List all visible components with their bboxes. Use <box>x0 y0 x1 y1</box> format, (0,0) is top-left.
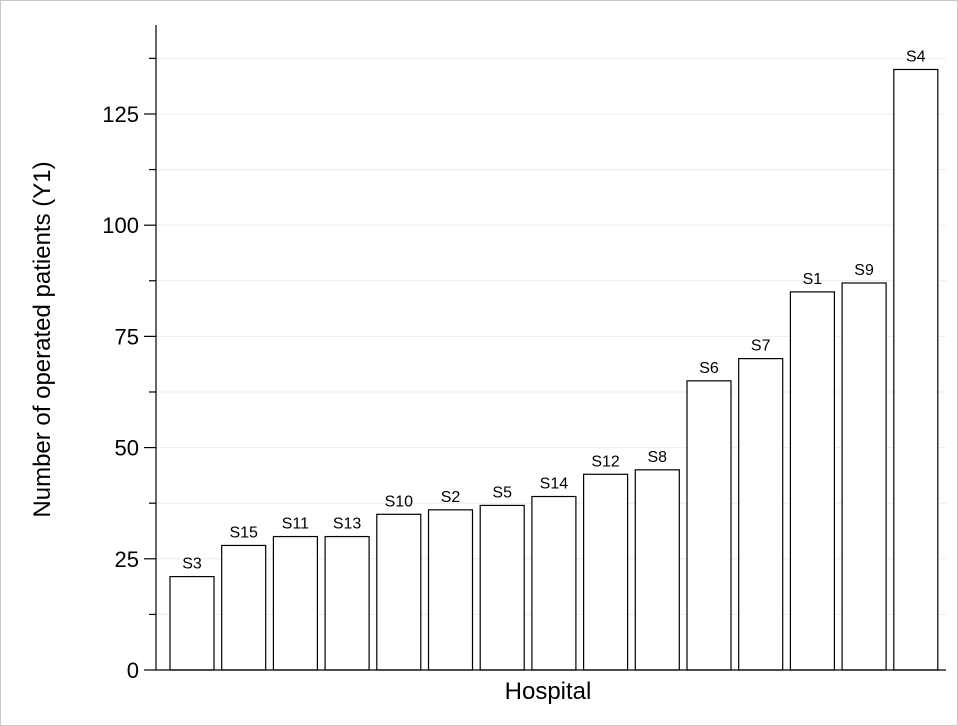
bar-s2 <box>427 509 474 671</box>
bar-label-s10: S10 <box>385 493 414 510</box>
bar-label-s7: S7 <box>751 338 771 355</box>
bar-s7 <box>738 358 784 671</box>
bar-label-s5: S5 <box>492 484 512 501</box>
y-axis-ticks <box>144 57 156 671</box>
bar-s5 <box>479 504 525 671</box>
bar-s9 <box>841 282 887 671</box>
bar-s4 <box>893 68 939 671</box>
bar-s11 <box>272 535 318 671</box>
bar-label-s14: S14 <box>540 476 569 493</box>
bar-s12 <box>582 473 629 671</box>
bar-label-s12: S12 <box>591 453 620 470</box>
x-axis-title: Hospital <box>505 678 592 705</box>
bar-label-s13: S13 <box>333 516 362 533</box>
bar-label-s15: S15 <box>229 524 258 541</box>
bar-label-s9: S9 <box>854 262 874 279</box>
y-tick-label: 100 <box>102 213 139 238</box>
bar-label-s11: S11 <box>282 516 309 533</box>
bar-label-s2: S2 <box>441 489 461 506</box>
bar-s15 <box>221 544 267 671</box>
bar-s1 <box>789 291 836 671</box>
y-tick-label: 25 <box>115 547 139 572</box>
y-axis-title: Number of operated patients (Y1) <box>29 161 56 517</box>
y-tick-label: 0 <box>127 658 139 683</box>
y-tick-label: 125 <box>102 102 139 127</box>
y-tick-label: 75 <box>115 324 139 349</box>
bar-s8 <box>634 469 680 671</box>
bars <box>169 68 939 671</box>
bar-s14 <box>531 495 577 671</box>
bar-labels: S3 S15 S11 S13 S10 S2 S5 S14 S12 S8 S6 S7 S1 S9 S4 <box>182 48 925 572</box>
bar-label-s1: S1 <box>803 271 823 288</box>
bar-s10 <box>376 513 422 671</box>
bar-s3 <box>169 575 215 671</box>
y-tick-label: 50 <box>115 436 139 461</box>
bar-s13 <box>324 535 370 671</box>
bar-label-s6: S6 <box>699 360 719 377</box>
bar-label-s8: S8 <box>648 449 668 466</box>
bar-s6 <box>686 380 732 671</box>
y-axis-tick-labels: 0 25 50 75 100 125 <box>102 102 139 683</box>
bar-label-s4: S4 <box>906 48 926 65</box>
bar-label-s3: S3 <box>182 556 202 573</box>
